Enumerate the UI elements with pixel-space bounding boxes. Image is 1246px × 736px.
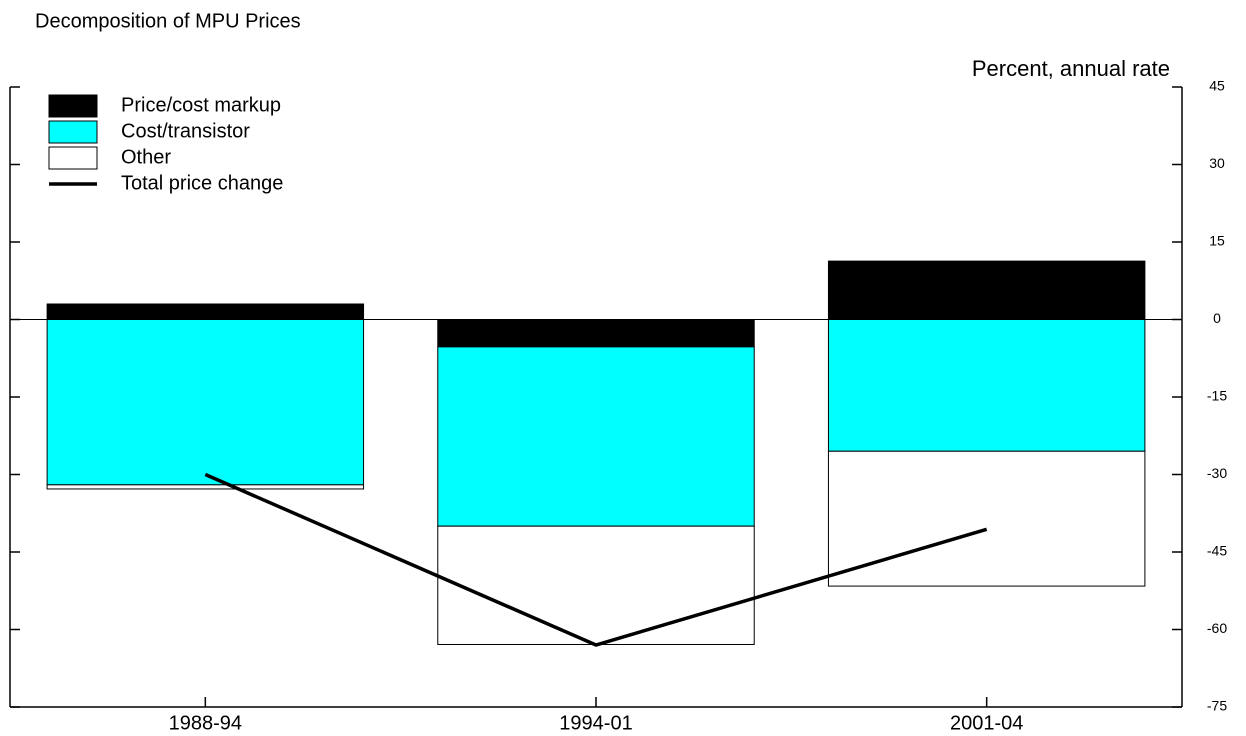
legend-swatch <box>48 146 98 170</box>
y-tick-label: 45 <box>1209 78 1225 94</box>
bar <box>437 319 755 348</box>
bar <box>46 303 365 320</box>
y-tick-label: -75 <box>1207 698 1227 714</box>
x-tick-label: 1994-01 <box>559 712 632 734</box>
bar <box>437 525 755 645</box>
legend-label: Other <box>121 146 171 168</box>
legend-label: Total price change <box>121 172 283 194</box>
x-tick-label: 2001-04 <box>950 712 1023 734</box>
y-tick-label: -15 <box>1207 388 1227 404</box>
line <box>204 472 988 647</box>
bar <box>46 484 365 490</box>
y-tick-label: 0 <box>1213 310 1221 326</box>
y-axis-label: Percent, annual rate <box>972 56 1170 81</box>
legend-swatch <box>48 94 98 118</box>
y-tick-label: -45 <box>1207 543 1227 559</box>
bar <box>827 260 1146 321</box>
bar <box>827 450 1146 587</box>
bar <box>46 319 365 486</box>
legend-label: Cost/transistor <box>121 120 250 142</box>
y-tick-label: -60 <box>1207 620 1227 636</box>
x-tick-label: 1988-94 <box>169 712 242 734</box>
y-tick-label: 15 <box>1209 233 1225 249</box>
y-tick-label: 30 <box>1209 155 1225 171</box>
bar <box>437 346 755 527</box>
bar <box>827 319 1146 452</box>
legend-swatch <box>48 120 98 144</box>
y-tick-label: -30 <box>1207 465 1227 481</box>
legend-label: Price/cost markup <box>121 94 281 116</box>
chart-title: Decomposition of MPU Prices <box>35 10 301 32</box>
